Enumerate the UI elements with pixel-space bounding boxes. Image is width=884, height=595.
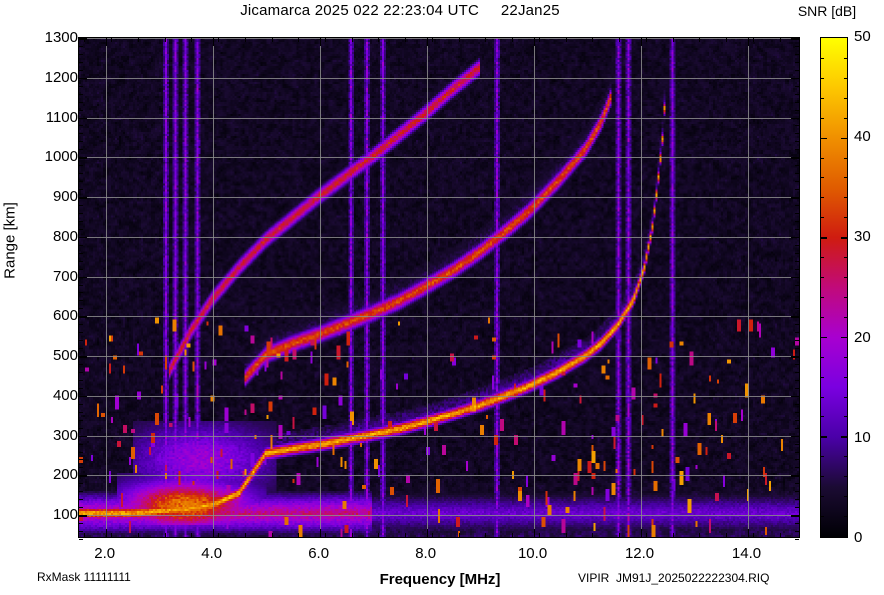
y-tick-label: 700 (52, 267, 78, 285)
colorbar-tick-label: 30 (854, 228, 871, 246)
y-tick-minor (79, 539, 83, 540)
colorbar-tick-minor (844, 496, 847, 498)
colorbar-tick-minor (844, 257, 847, 259)
colorbar-tick-minor (821, 296, 824, 298)
x-tick-label: 10.0 (517, 545, 548, 562)
colorbar-tick (821, 336, 827, 339)
colorbar-tick-minor (821, 277, 824, 279)
x-tick-label: 14.0 (731, 545, 762, 562)
colorbar-tick (841, 436, 847, 438)
y-tick-label: 800 (52, 227, 78, 245)
colorbar-tick-minor (844, 316, 847, 318)
y-tick-label: 400 (52, 386, 78, 404)
page-title: Jicamarca 2025 022 22:23:04 UTC 22Jan25 (240, 2, 560, 19)
colorbar-tick-minor (844, 356, 847, 358)
colorbar-tick-label: 40 (854, 128, 871, 146)
rxmask-label: RxMask 11111111 (37, 570, 131, 584)
colorbar-tick-minor (821, 376, 824, 378)
colorbar-tick (821, 137, 827, 140)
colorbar-tick-label: 10 (854, 428, 871, 446)
colorbar-tick-minor (821, 77, 824, 79)
colorbar-gradient (821, 38, 847, 537)
colorbar-tick-minor (821, 496, 824, 498)
colorbar-tick-minor (821, 157, 824, 159)
colorbar-tick-minor (821, 476, 824, 478)
y-tick-label: 200 (52, 466, 78, 484)
colorbar-tick-minor (844, 476, 847, 478)
colorbar-tick-minor (821, 57, 824, 59)
colorbar-tick-minor (821, 257, 824, 259)
colorbar-tick-minor (844, 57, 847, 59)
colorbar-tick-minor (821, 456, 824, 458)
colorbar-tick-minor (821, 396, 824, 398)
colorbar-tick (841, 336, 847, 339)
colorbar-tick (841, 137, 847, 140)
colorbar-tick-minor (821, 97, 824, 99)
colorbar-tick-minor (844, 157, 847, 159)
colorbar-tick-minor (844, 516, 847, 518)
colorbar-tick-label: 20 (854, 328, 871, 346)
x-tick-label: 8.0 (415, 545, 437, 562)
y-tick-minor-right (795, 539, 799, 540)
colorbar-tick-minor (821, 516, 824, 518)
colorbar-tick-minor (821, 117, 824, 119)
colorbar-tick-minor (844, 296, 847, 298)
y-tick-label: 600 (52, 307, 78, 325)
colorbar-tick-minor (844, 197, 847, 199)
colorbar-tick-minor (844, 376, 847, 378)
colorbar-tick-minor (821, 217, 824, 219)
colorbar-tick-minor (844, 217, 847, 219)
colorbar-tick-minor (844, 396, 847, 398)
y-tick-label: 1200 (44, 68, 78, 86)
y-axis-title: Range [km] (1, 202, 19, 279)
y-tick-label: 100 (52, 506, 78, 524)
colorbar-tick-minor (821, 177, 824, 179)
colorbar-tick (821, 436, 827, 438)
colorbar-tick-minor (821, 197, 824, 199)
colorbar-tick (821, 237, 827, 239)
colorbar-tick-minor (844, 77, 847, 79)
y-tick-label: 900 (52, 188, 78, 206)
colorbar-tick-minor (844, 97, 847, 99)
colorbar-tick-minor (821, 316, 824, 318)
x-tick-label: 12.0 (624, 545, 655, 562)
snr-colorbar (820, 37, 848, 538)
ionogram-heatmap (79, 38, 799, 537)
colorbar-tick-minor (844, 277, 847, 279)
colorbar-tick-label: 50 (854, 28, 871, 45)
colorbar-tick-minor (844, 416, 847, 418)
colorbar-tick-label: 0 (854, 529, 863, 546)
x-tick-label: 4.0 (201, 545, 223, 562)
x-axis-title: Frequency [MHz] (379, 571, 501, 588)
colorbar-tick-minor (844, 456, 847, 458)
colorbar-tick-minor (821, 416, 824, 418)
y-tick-label: 1100 (45, 108, 78, 126)
colorbar-tick-minor (844, 177, 847, 179)
y-tick-label: 500 (52, 347, 78, 365)
y-tick-label: 1300 (44, 29, 78, 46)
colorbar-tick-minor (821, 356, 824, 358)
x-tick-label: 6.0 (308, 545, 330, 562)
source-file-label: VIPIR JM91J_2025022222304.RIQ (578, 571, 770, 585)
y-tick-label: 300 (52, 426, 78, 444)
colorbar-tick (841, 237, 847, 239)
y-tick-label: 1000 (44, 148, 78, 166)
colorbar-title: SNR [dB] (797, 3, 857, 19)
x-tick-label: 2.0 (94, 545, 116, 562)
ionogram-plot (78, 37, 800, 540)
colorbar-tick-minor (844, 117, 847, 119)
ionogram-canvas-holder (79, 38, 799, 537)
